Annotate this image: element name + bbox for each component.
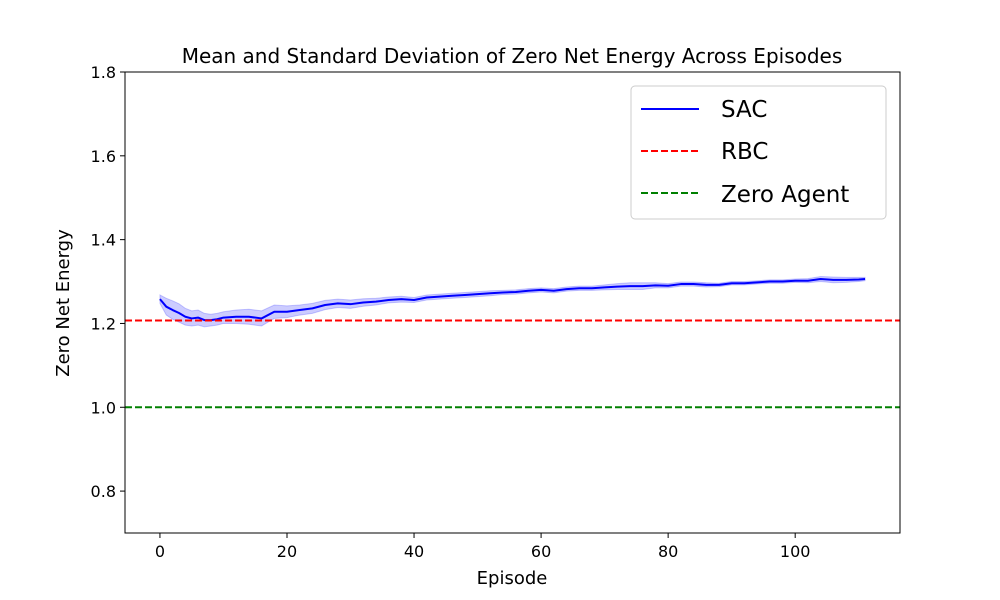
x-tick-label: 60 [531,542,551,561]
y-axis-label: Zero Net Energy [53,229,74,377]
legend-frame [630,85,887,220]
y-tick-label: 1.6 [91,147,116,166]
x-axis-ticks: 0 20 40 60 80 100 [155,533,811,561]
x-tick-label: 20 [277,542,297,561]
plot-area [125,276,900,409]
x-tick-label: 0 [155,542,165,561]
legend-label-rbc: RBC [721,139,768,165]
y-tick-label: 1.8 [91,63,116,82]
legend-label-zero-agent: Zero Agent [721,182,849,208]
x-tick-label: 100 [780,542,811,561]
series-sac-line [159,278,866,322]
series-line-layer [125,278,900,409]
legend: SAC RBC Zero Agent [630,85,887,220]
y-tick-label: 0.8 [91,482,116,501]
legend-label-sac: SAC [721,97,767,123]
x-axis-label: Episode [477,568,548,589]
y-tick-label: 1.2 [91,314,116,333]
axes-frame [124,71,901,534]
x-tick-label: 40 [404,542,424,561]
y-axis-ticks: 0.8 1.0 1.2 1.4 1.6 1.8 [91,63,125,501]
y-tick-label: 1.0 [91,398,116,417]
chart-title: Mean and Standard Deviation of Zero Net … [182,44,843,68]
x-tick-label: 80 [658,542,678,561]
y-tick-label: 1.4 [91,231,116,250]
